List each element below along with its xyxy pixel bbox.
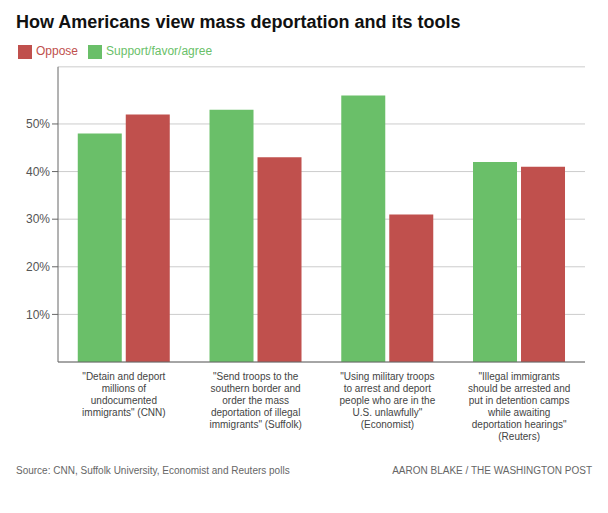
svg-text:"Using military troopsto arres: "Using military troopsto arrest and depo… bbox=[340, 371, 436, 430]
html-text:Source: CNN, Suffolk Universit: Source: CNN, Suffolk University, Economi… bbox=[16, 465, 290, 476]
svg-text:"Detain and deportmillions ofu: "Detain and deportmillions ofundocumente… bbox=[82, 371, 166, 418]
svg-text:40%: 40% bbox=[26, 165, 50, 179]
html-text:Oppose: Oppose bbox=[36, 44, 78, 58]
html-text:AARON BLAKE / THE WASHINGTON P: AARON BLAKE / THE WASHINGTON POST bbox=[392, 465, 592, 476]
svg-text:20%: 20% bbox=[26, 260, 50, 274]
html-text:Support/favor/agree: Support/favor/agree bbox=[106, 44, 213, 58]
svg-text:30%: 30% bbox=[26, 212, 50, 226]
svg-text:"Illegal immigrantsshould be a: "Illegal immigrantsshould be arrested an… bbox=[468, 371, 570, 442]
svg-text:50%: 50% bbox=[26, 117, 50, 131]
svg-text:"Send troops to thesouthern bo: "Send troops to thesouthern border andor… bbox=[209, 371, 301, 430]
svg-text:10%: 10% bbox=[26, 308, 50, 322]
html-text:How Americans view mass deport: How Americans view mass deportation and … bbox=[16, 12, 461, 32]
